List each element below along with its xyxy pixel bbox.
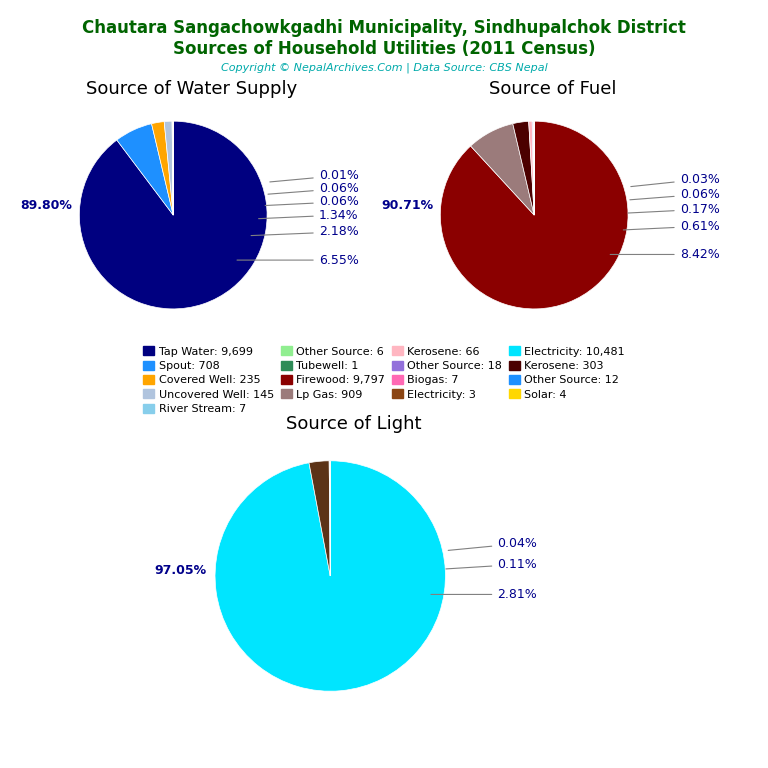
Text: 0.01%: 0.01% <box>270 169 359 182</box>
Wedge shape <box>79 121 267 309</box>
Text: 1.34%: 1.34% <box>259 209 359 221</box>
Wedge shape <box>528 121 535 215</box>
Wedge shape <box>532 121 535 215</box>
Title: Source of Light: Source of Light <box>286 415 421 433</box>
Text: 2.81%: 2.81% <box>431 588 537 601</box>
Text: 8.42%: 8.42% <box>611 248 720 261</box>
Text: 0.06%: 0.06% <box>630 188 720 201</box>
Wedge shape <box>440 121 628 309</box>
Text: 0.06%: 0.06% <box>268 182 359 195</box>
Wedge shape <box>329 461 330 576</box>
Title: Source of Fuel: Source of Fuel <box>489 80 617 98</box>
Text: 6.55%: 6.55% <box>237 253 359 266</box>
Text: 0.04%: 0.04% <box>449 538 537 551</box>
Text: 2.18%: 2.18% <box>251 226 359 238</box>
Wedge shape <box>471 124 535 215</box>
Text: 0.61%: 0.61% <box>624 220 720 233</box>
Title: Source of Water Supply: Source of Water Supply <box>86 80 298 98</box>
Text: Sources of Household Utilities (2011 Census): Sources of Household Utilities (2011 Cen… <box>173 40 595 58</box>
Text: Copyright © NepalArchives.Com | Data Source: CBS Nepal: Copyright © NepalArchives.Com | Data Sou… <box>220 63 548 74</box>
Wedge shape <box>172 121 174 215</box>
Text: 0.03%: 0.03% <box>631 173 720 187</box>
Wedge shape <box>533 121 535 215</box>
Wedge shape <box>151 121 174 215</box>
Text: 89.80%: 89.80% <box>21 199 72 212</box>
Text: 0.06%: 0.06% <box>265 195 359 208</box>
Wedge shape <box>309 461 330 576</box>
Wedge shape <box>513 121 535 215</box>
Text: 97.05%: 97.05% <box>154 564 207 577</box>
Text: Chautara Sangachowkgadhi Municipality, Sindhupalchok District: Chautara Sangachowkgadhi Municipality, S… <box>82 19 686 37</box>
Wedge shape <box>117 124 174 215</box>
Text: 90.71%: 90.71% <box>382 199 433 212</box>
Text: 0.17%: 0.17% <box>628 203 720 216</box>
Wedge shape <box>164 121 174 215</box>
Legend: Tap Water: 9,699, Spout: 708, Covered Well: 235, Uncovered Well: 145, River Stre: Tap Water: 9,699, Spout: 708, Covered We… <box>141 344 627 416</box>
Wedge shape <box>215 461 445 691</box>
Text: 0.11%: 0.11% <box>446 558 537 571</box>
